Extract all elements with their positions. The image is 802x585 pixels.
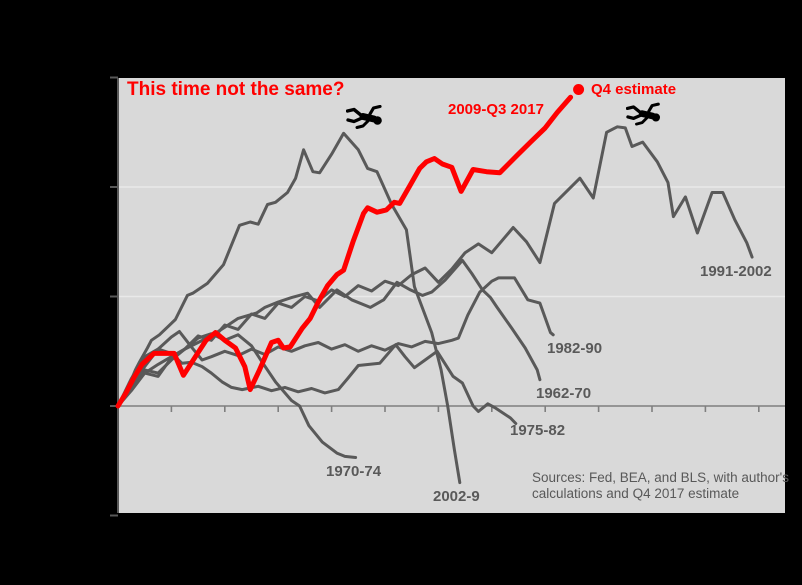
series-label-1975-82: 1975-82 xyxy=(510,422,566,439)
falling-man-icon xyxy=(626,102,661,126)
chart-title: This time not the same? xyxy=(127,79,345,100)
falling-man-icon xyxy=(346,105,382,129)
series-line-1975-82 xyxy=(116,343,518,425)
series-line-2009-Q3 2017 xyxy=(115,94,574,409)
sources-line2: calculations and Q4 2017 estimate xyxy=(532,486,740,501)
q4-estimate-dot xyxy=(573,84,585,96)
red-series-label: 2009-Q3 2017 xyxy=(448,101,544,118)
series-line-2002-9 xyxy=(116,131,462,485)
series-label-2002-9: 2002-9 xyxy=(433,488,480,505)
series-label-1982-90: 1982-90 xyxy=(547,340,603,357)
series-line-1982-90 xyxy=(116,276,555,408)
series-label-1970-74: 1970-74 xyxy=(326,463,382,480)
sources-note: Sources: Fed, BEA, and BLS, with author'… xyxy=(532,470,792,502)
series-line-1991-2002 xyxy=(116,125,754,408)
series-label-1962-70: 1962-70 xyxy=(536,385,592,402)
sources-line1: Sources: Fed, BEA, and BLS, with author'… xyxy=(532,470,789,485)
q4-estimate-label: Q4 estimate xyxy=(591,81,677,98)
series-label-1991-2002: 1991-2002 xyxy=(700,263,772,280)
